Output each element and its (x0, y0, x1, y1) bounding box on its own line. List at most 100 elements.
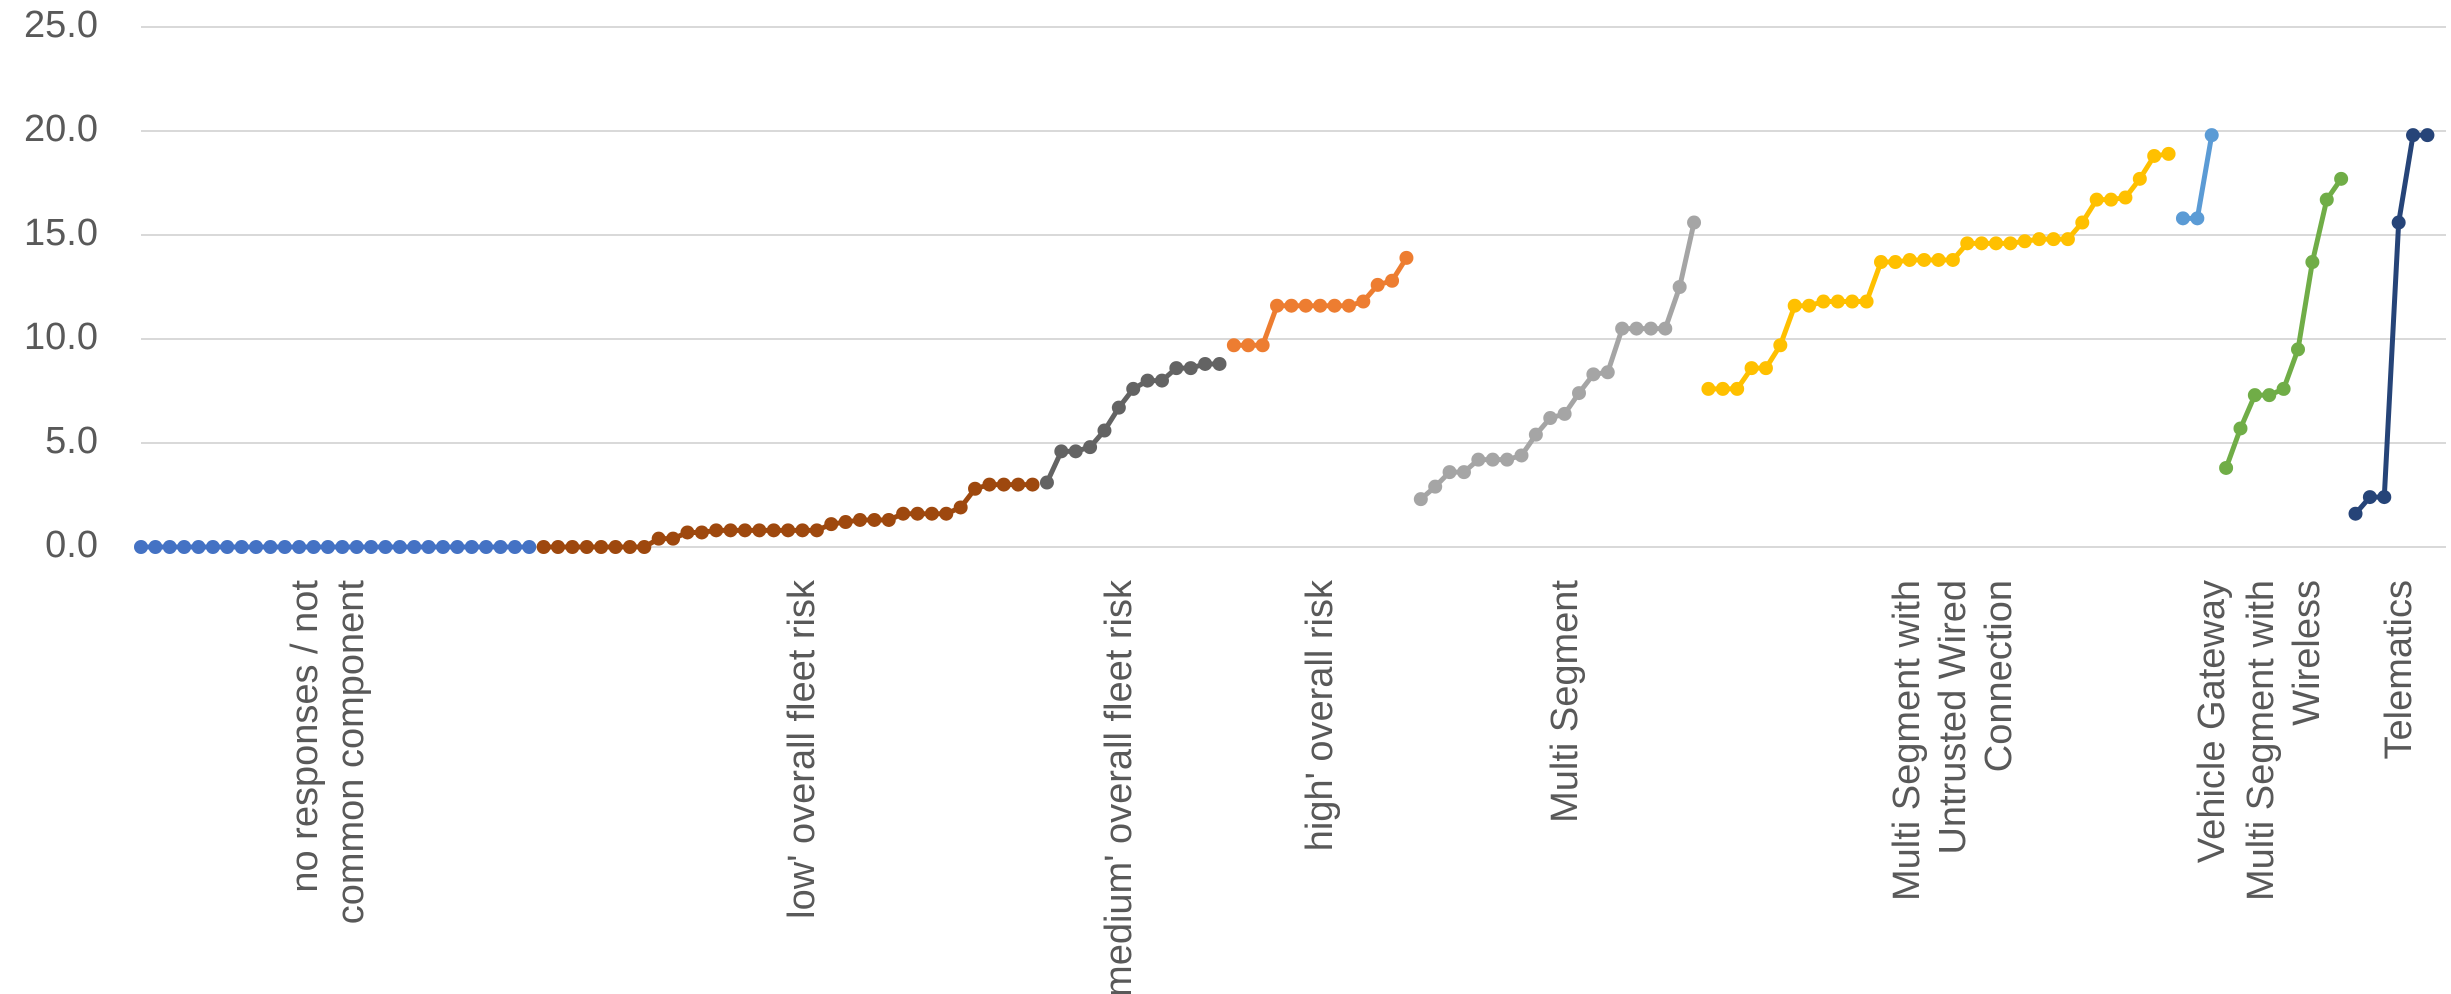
point (565, 540, 580, 554)
point (1787, 298, 1802, 313)
point (277, 540, 292, 554)
point (1356, 294, 1371, 309)
point (191, 540, 206, 554)
point (1615, 321, 1630, 336)
point (536, 540, 551, 554)
point (1341, 298, 1356, 313)
point (1888, 255, 1903, 270)
point (1845, 294, 1860, 309)
point (364, 540, 379, 554)
point (2219, 460, 2234, 475)
point (1097, 423, 1112, 438)
point (464, 540, 479, 554)
point (1140, 373, 1155, 388)
point (507, 540, 522, 554)
point (2262, 388, 2277, 403)
point (1917, 252, 1932, 267)
point (551, 540, 566, 554)
x-tick-label: Multi Segment with Wireless (2239, 580, 2328, 902)
point (1816, 294, 1831, 309)
point (134, 540, 148, 554)
point (2118, 190, 2133, 205)
point (292, 540, 307, 554)
point (608, 540, 623, 554)
point (1859, 294, 1874, 309)
point (1068, 444, 1083, 459)
point (2305, 255, 2320, 270)
point (968, 481, 983, 496)
point (320, 540, 335, 554)
point (694, 525, 709, 540)
point (680, 525, 695, 540)
point (335, 540, 350, 554)
point (579, 540, 594, 554)
point (853, 512, 867, 527)
point (1241, 338, 1256, 353)
point (450, 540, 465, 554)
point (1629, 321, 1644, 336)
series-line (2353, 132, 2428, 516)
point (2017, 234, 2032, 249)
point (493, 540, 508, 554)
point (421, 540, 436, 554)
point (2391, 215, 2406, 230)
point (1456, 465, 1471, 480)
point (1730, 381, 1745, 396)
x-tick-label: low' overall fleet risk (781, 580, 824, 919)
point (1111, 400, 1126, 415)
y-tick-label: 20.0 (24, 108, 98, 150)
y-tick-label: 25.0 (24, 4, 98, 46)
y-tick-label: 5.0 (45, 420, 98, 462)
point (1154, 373, 1169, 388)
point (896, 506, 911, 521)
x-tick-label: Telematics (2377, 580, 2420, 760)
point (378, 540, 393, 554)
point (824, 517, 839, 532)
point (1873, 255, 1888, 270)
point (306, 540, 321, 554)
point (1902, 252, 1917, 267)
point (1715, 381, 1730, 396)
x-tick-label: Multi Segment (1543, 580, 1586, 823)
point (910, 506, 925, 521)
point (1083, 440, 1098, 455)
point (1773, 338, 1788, 353)
point (982, 477, 997, 492)
point (924, 506, 939, 521)
point (1514, 448, 1529, 463)
point (2147, 148, 2162, 163)
series-line (1044, 361, 1220, 484)
point (2406, 128, 2421, 143)
series-line (1708, 151, 2169, 392)
point (1270, 298, 1285, 313)
point (1370, 277, 1385, 292)
point (1313, 298, 1328, 313)
point (522, 540, 537, 554)
point (1830, 294, 1845, 309)
point (709, 523, 724, 538)
point (867, 512, 882, 527)
point (1385, 273, 1400, 288)
point (2104, 192, 2119, 207)
point (1428, 479, 1443, 494)
point (1989, 236, 2004, 251)
point (263, 540, 278, 554)
point (1701, 381, 1716, 396)
point (1528, 427, 1543, 442)
point (2348, 506, 2363, 521)
x-tick-label: Multi Segment with Untrusted Wired Conne… (1885, 580, 2020, 902)
point (1931, 252, 1946, 267)
point (1011, 477, 1026, 492)
y-tick-label: 10.0 (24, 316, 98, 358)
point (1442, 465, 1457, 480)
point (2319, 192, 2334, 207)
point (2377, 490, 2392, 505)
x-tick-label: high' overall risk (1299, 580, 1342, 852)
point (637, 540, 652, 554)
point (205, 540, 220, 554)
point (939, 506, 954, 521)
point (1758, 361, 1773, 376)
point (953, 500, 968, 515)
